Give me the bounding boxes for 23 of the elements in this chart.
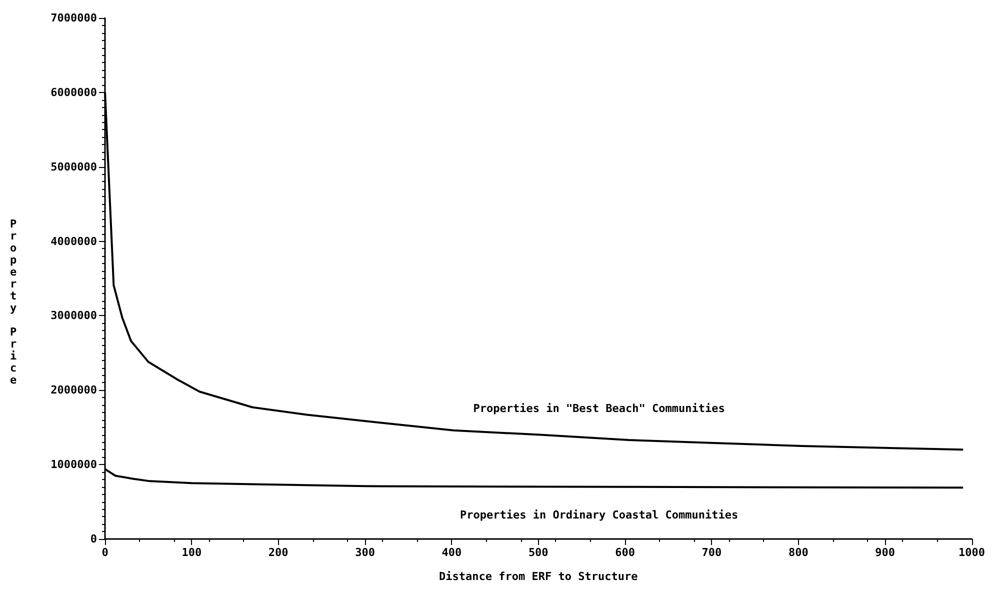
x-tick-label: 300 [355,546,375,559]
y-tick-label: 6000000 [50,86,97,99]
x-tick-label: 100 [182,546,202,559]
x-tick-label: 500 [528,546,548,559]
y-tick-label: 4000000 [50,234,97,248]
text: Property Price [10,218,17,386]
x-tick-label: 700 [702,546,722,559]
series-label: Properties in Ordinary Coastal Communities [460,508,738,522]
x-tick-label: 800 [788,546,808,559]
y-tick-label: 1000000 [50,458,97,472]
x-tick-label: 0 [102,546,108,559]
x-axis-title: Distance from ERF to Structure [439,570,638,583]
x-tick-label: 1000 [958,546,986,559]
x-tick-label: 200 [268,546,288,559]
y-tick-label: 5000000 [50,160,97,174]
y-tick-label: 7000000 [50,12,97,24]
x-tick-label: 600 [615,546,635,559]
x-tick-label: 900 [875,546,896,559]
x-tick-label: 400 [442,546,462,559]
series-label: Properties in "Best Beach" Communities [473,402,725,415]
y-tick-label: 0 [90,532,97,546]
y-tick-label: 2000000 [50,384,97,397]
y-tick-label: 3000000 [50,309,97,322]
